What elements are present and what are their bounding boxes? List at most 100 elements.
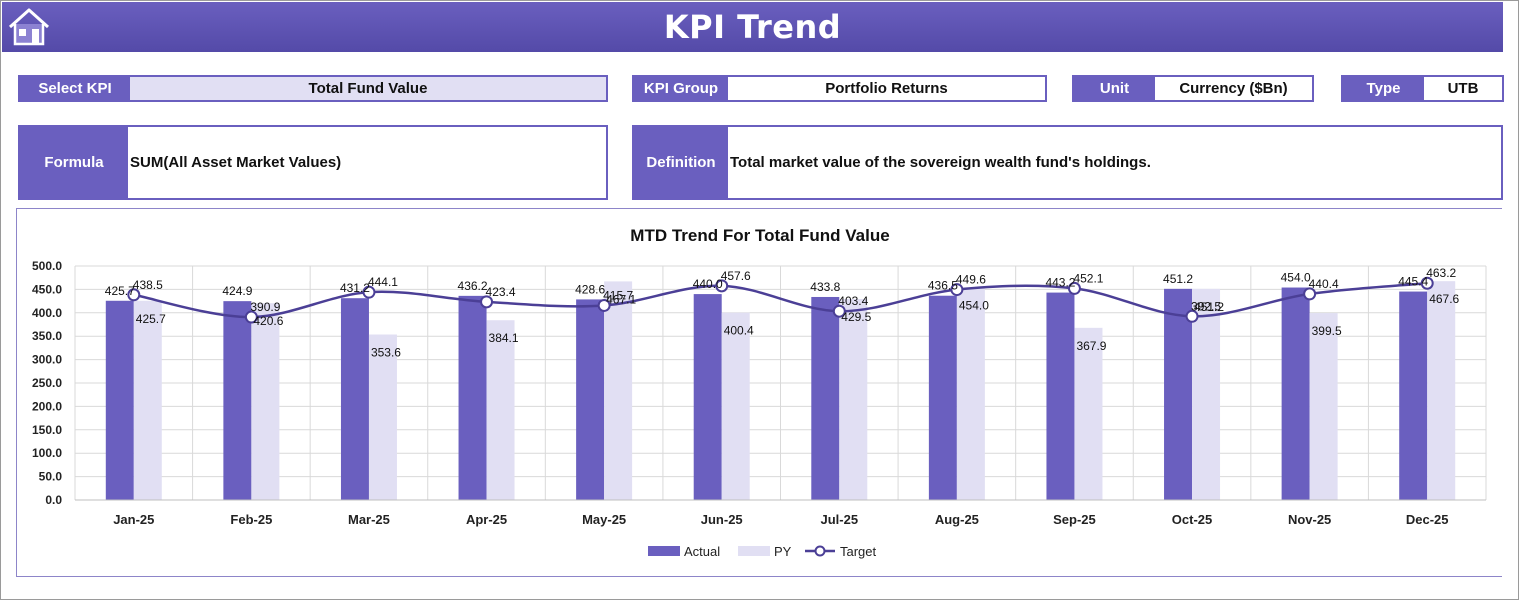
x-tick-label: Aug-25 (935, 512, 979, 527)
target-data-label: 440.4 (1309, 277, 1339, 291)
actual-data-label: 424.9 (222, 284, 252, 298)
header-banner: KPI Trend (2, 2, 1503, 52)
y-tick-label: 350.0 (32, 329, 62, 343)
formula-value: SUM(All Asset Market Values) (128, 127, 606, 198)
bar-py (486, 320, 515, 500)
chart-legend: Actual PY Target (648, 544, 877, 559)
y-tick-label: 50.0 (39, 470, 63, 484)
x-tick-label: Oct-25 (1172, 512, 1212, 527)
actual-data-label: 445.4 (1398, 275, 1428, 289)
x-tick-label: Mar-25 (348, 512, 390, 527)
target-marker (362, 285, 376, 299)
target-data-label: 390.9 (250, 300, 280, 314)
actual-data-label: 428.6 (575, 282, 605, 296)
py-data-label: 451.2 (1194, 300, 1224, 314)
legend-swatch-py (738, 546, 770, 556)
bar-actual (928, 295, 957, 500)
target-data-label: 444.1 (368, 275, 398, 289)
y-axis: 0.0 50.0 100.0 150.0 200.0 250.0 300.0 350.0 400… (32, 259, 62, 507)
target-marker (832, 304, 846, 318)
page-title: KPI Trend (663, 8, 842, 46)
target-marker (715, 279, 729, 293)
select-kpi-label: Select KPI (20, 77, 130, 100)
kpi-group-label: KPI Group (634, 77, 728, 100)
bar-actual (458, 295, 487, 500)
target-marker (127, 288, 141, 302)
x-tick-label: Jul-25 (821, 512, 859, 527)
type-label: Type (1343, 77, 1424, 100)
x-tick-label: Sep-25 (1053, 512, 1096, 527)
y-tick-label: 500.0 (32, 259, 62, 273)
target-marker (1420, 276, 1434, 290)
chart-panel (16, 208, 1502, 577)
data-labels: 425.7438.5425.7424.9390.9420.6431.2444.1… (105, 266, 1460, 359)
kpi-group-field: KPI Group Portfolio Returns (632, 75, 1047, 102)
definition-label: Definition (634, 127, 728, 198)
bar-py (368, 334, 397, 500)
legend-swatch-actual (648, 546, 680, 556)
legend-label-target: Target (840, 544, 877, 559)
target-data-label: 457.6 (721, 269, 751, 283)
target-data-label: 415.7 (603, 288, 633, 302)
unit-value: Currency ($Bn) (1155, 77, 1312, 100)
actual-data-label: 443.2 (1045, 276, 1075, 290)
chart-title: MTD Trend For Total Fund Value (630, 226, 889, 245)
x-tick-label: May-25 (582, 512, 626, 527)
y-tick-label: 300.0 (32, 353, 62, 367)
bar-py (839, 298, 868, 500)
target-marker (244, 310, 258, 324)
select-kpi-field: Select KPI Total Fund Value (18, 75, 608, 102)
bar-py (251, 303, 280, 500)
bar-actual (1164, 288, 1193, 500)
select-kpi-dropdown[interactable]: Total Fund Value (130, 77, 606, 100)
y-tick-label: 150.0 (32, 423, 62, 437)
bar-py (1074, 327, 1103, 500)
bar-actual (105, 300, 134, 500)
actual-data-label: 425.7 (105, 284, 135, 298)
actual-data-label: 433.8 (810, 280, 840, 294)
y-tick-label: 250.0 (32, 376, 62, 390)
type-value: UTB (1424, 77, 1502, 100)
py-data-label: 384.1 (489, 331, 519, 345)
bar-py (1192, 288, 1221, 500)
bar-py (604, 281, 633, 500)
py-data-label: 429.5 (841, 310, 871, 324)
type-field: Type UTB (1341, 75, 1504, 102)
bar-actual (693, 294, 722, 500)
py-data-label: 467.1 (606, 292, 636, 306)
y-tick-label: 100.0 (32, 446, 62, 460)
x-tick-label: Nov-25 (1288, 512, 1331, 527)
target-data-label: 423.4 (486, 285, 516, 299)
bar-py (721, 312, 750, 500)
target-data-label: 392.5 (1191, 299, 1221, 313)
actual-data-label: 436.2 (458, 279, 488, 293)
py-data-label: 425.7 (136, 312, 166, 326)
home-icon[interactable] (8, 7, 50, 47)
bar-py (133, 300, 162, 500)
x-tick-label: Jun-25 (701, 512, 743, 527)
py-data-label: 454.0 (959, 299, 989, 313)
bar-actual (1281, 287, 1310, 500)
x-tick-label: Jan-25 (113, 512, 154, 527)
x-tick-label: Apr-25 (466, 512, 507, 527)
chart-bars (105, 281, 1456, 500)
target-series (127, 276, 1434, 324)
formula-field: Formula SUM(All Asset Market Values) (18, 125, 608, 200)
x-tick-label: Dec-25 (1406, 512, 1449, 527)
bar-actual (576, 299, 605, 500)
target-marker (597, 298, 611, 312)
actual-data-label: 454.0 (1281, 271, 1311, 285)
target-marker (1067, 281, 1081, 295)
target-data-label: 449.6 (956, 273, 986, 287)
bar-actual (811, 296, 840, 500)
x-tick-label: Feb-25 (230, 512, 272, 527)
target-data-label: 452.1 (1073, 271, 1103, 285)
y-tick-label: 450.0 (32, 282, 62, 296)
actual-data-label: 431.2 (340, 281, 370, 295)
actual-data-label: 436.5 (928, 279, 958, 293)
target-marker (1303, 287, 1317, 301)
target-marker (950, 283, 964, 297)
target-data-label: 463.2 (1426, 266, 1456, 280)
bar-actual (1046, 292, 1075, 500)
